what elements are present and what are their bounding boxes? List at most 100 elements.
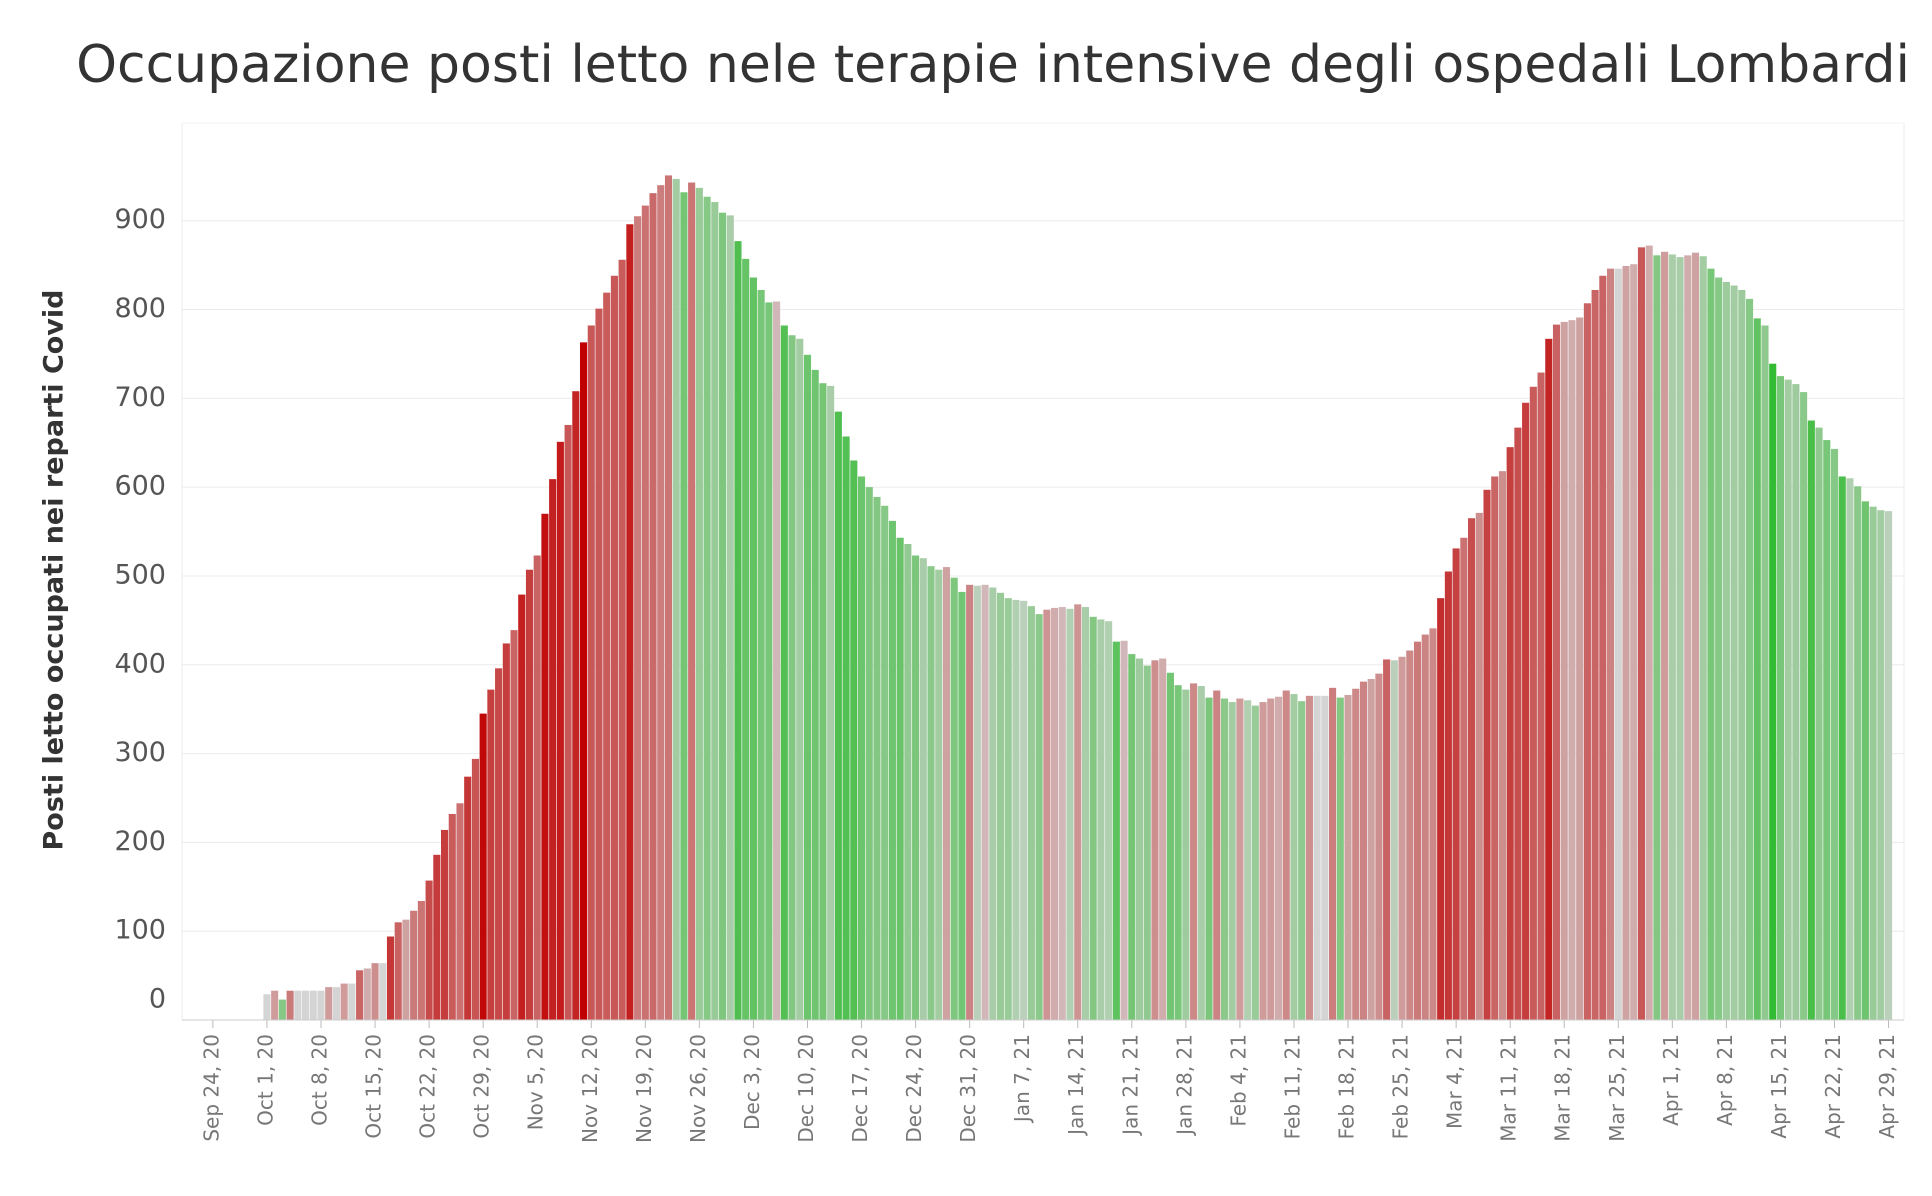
bar bbox=[1244, 700, 1252, 1020]
bar bbox=[819, 383, 827, 1020]
bar bbox=[1135, 658, 1144, 1020]
x-tick-label: Nov 12, 20 bbox=[578, 1034, 602, 1143]
bar bbox=[1182, 689, 1190, 1020]
bar bbox=[1568, 320, 1576, 1021]
bar bbox=[1522, 402, 1530, 1020]
bar bbox=[757, 289, 765, 1021]
bar bbox=[904, 543, 912, 1020]
bar bbox=[680, 192, 688, 1021]
x-tick-label: Feb 4, 21 bbox=[1226, 1034, 1250, 1127]
bar bbox=[587, 325, 595, 1020]
bar bbox=[842, 436, 850, 1020]
bar bbox=[865, 487, 873, 1020]
x-tick-label: Mar 25, 21 bbox=[1605, 1034, 1629, 1142]
bar bbox=[742, 258, 750, 1020]
x-tick-label: Apr 29, 21 bbox=[1875, 1034, 1899, 1139]
bar bbox=[989, 587, 997, 1020]
bar bbox=[394, 922, 402, 1020]
bar bbox=[301, 990, 310, 1020]
x-tick-label: Mar 18, 21 bbox=[1551, 1034, 1575, 1142]
x-tick-label: Dec 17, 20 bbox=[848, 1034, 872, 1143]
bar bbox=[595, 308, 603, 1020]
bar bbox=[1105, 621, 1113, 1020]
bar bbox=[371, 963, 379, 1020]
bar bbox=[386, 936, 395, 1020]
bar bbox=[410, 910, 418, 1020]
x-tick-label: Apr 8, 21 bbox=[1713, 1034, 1737, 1126]
bar bbox=[1159, 658, 1167, 1020]
bar bbox=[1769, 363, 1777, 1021]
bar bbox=[1792, 384, 1800, 1020]
bar bbox=[896, 537, 904, 1020]
bar bbox=[1344, 694, 1352, 1020]
bar bbox=[1691, 252, 1700, 1020]
bar bbox=[309, 990, 317, 1020]
bar bbox=[1622, 265, 1630, 1020]
bar bbox=[1552, 324, 1561, 1020]
bar bbox=[726, 215, 734, 1020]
bar bbox=[657, 185, 665, 1020]
x-tick-label: Apr 22, 21 bbox=[1821, 1034, 1845, 1139]
x-tick-label: Apr 15, 21 bbox=[1767, 1034, 1791, 1139]
bar bbox=[495, 668, 503, 1020]
bar bbox=[1823, 440, 1831, 1020]
bar bbox=[1359, 681, 1368, 1020]
y-tick-label: 200 bbox=[114, 826, 166, 857]
bar bbox=[518, 594, 526, 1020]
y-tick-label: 700 bbox=[114, 382, 166, 413]
bar bbox=[1869, 506, 1877, 1020]
bar bbox=[325, 987, 333, 1020]
bar bbox=[1004, 598, 1012, 1020]
bar bbox=[1290, 694, 1298, 1020]
bar bbox=[780, 325, 788, 1020]
bar bbox=[1753, 318, 1761, 1021]
x-tick-label: Dec 31, 20 bbox=[956, 1034, 980, 1143]
bar bbox=[1336, 697, 1344, 1020]
bar bbox=[402, 919, 410, 1020]
x-tick-label: Dec 3, 20 bbox=[740, 1034, 764, 1130]
bar bbox=[448, 813, 456, 1020]
x-tick-label: Apr 1, 21 bbox=[1659, 1034, 1683, 1126]
x-tick-label: Nov 19, 20 bbox=[632, 1034, 656, 1143]
bar bbox=[1730, 285, 1738, 1020]
bar bbox=[1676, 257, 1684, 1020]
bar bbox=[1715, 277, 1723, 1020]
bar bbox=[1583, 303, 1591, 1021]
x-tick-label: Oct 29, 20 bbox=[470, 1034, 494, 1139]
bar bbox=[1058, 607, 1066, 1020]
bar bbox=[881, 505, 889, 1021]
bar bbox=[703, 196, 711, 1020]
bar bbox=[1128, 654, 1136, 1020]
bar bbox=[525, 569, 534, 1020]
bar bbox=[1120, 640, 1128, 1020]
bar bbox=[1498, 471, 1507, 1020]
bar bbox=[1406, 650, 1414, 1020]
bar bbox=[356, 970, 364, 1020]
bar bbox=[317, 990, 325, 1020]
bar bbox=[1051, 607, 1059, 1020]
bar bbox=[425, 880, 433, 1020]
bar bbox=[471, 758, 479, 1020]
bar bbox=[996, 592, 1005, 1020]
bar bbox=[857, 476, 866, 1020]
bar bbox=[966, 584, 974, 1020]
bar bbox=[1784, 379, 1792, 1020]
bar bbox=[1274, 696, 1283, 1020]
bar bbox=[1776, 376, 1785, 1020]
bar bbox=[1491, 476, 1499, 1020]
bar bbox=[1630, 264, 1638, 1020]
bar bbox=[1112, 641, 1120, 1020]
bar bbox=[1066, 608, 1074, 1020]
y-tick-label: 400 bbox=[114, 648, 166, 679]
bar bbox=[1081, 607, 1090, 1020]
bar bbox=[664, 175, 673, 1020]
bar bbox=[1838, 476, 1846, 1020]
y-tick-label: 600 bbox=[114, 471, 166, 502]
bar bbox=[811, 369, 819, 1020]
bar bbox=[1452, 548, 1460, 1020]
bar bbox=[1460, 537, 1468, 1020]
x-tick-label: Jan 7, 21 bbox=[1010, 1034, 1034, 1124]
x-tick-label: Dec 10, 20 bbox=[794, 1034, 818, 1143]
